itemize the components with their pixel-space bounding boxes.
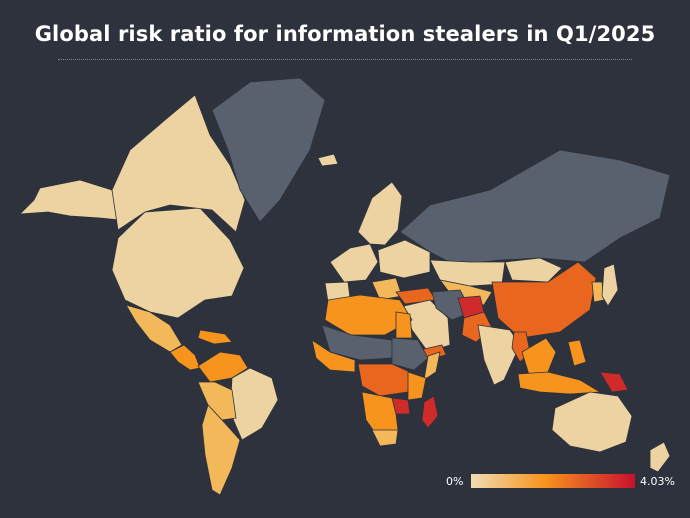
region-north-america bbox=[111, 207, 245, 319]
legend-color-scale bbox=[471, 474, 635, 488]
region-west-africa bbox=[311, 339, 356, 373]
region-argentina-chile bbox=[201, 404, 241, 496]
region-australia bbox=[551, 391, 633, 453]
region-new-zealand bbox=[649, 441, 671, 473]
region-egypt bbox=[395, 311, 413, 339]
region-caribbean bbox=[197, 329, 233, 345]
region-malaysia-indonesia bbox=[517, 371, 602, 395]
region-mongolia bbox=[504, 257, 563, 283]
region-madagascar bbox=[421, 395, 439, 429]
region-central-africa bbox=[357, 363, 411, 397]
region-east-africa bbox=[407, 371, 427, 401]
region-russia bbox=[399, 149, 671, 266]
map-title: Global risk ratio for information steale… bbox=[34, 22, 656, 46]
region-canadian-arctic bbox=[111, 94, 246, 233]
region-japan bbox=[601, 263, 619, 307]
legend-max-label: 4.03% bbox=[640, 475, 675, 488]
title-divider bbox=[58, 59, 632, 60]
region-south-africa bbox=[371, 429, 399, 447]
region-brazil bbox=[229, 367, 279, 441]
region-india bbox=[477, 324, 521, 386]
region-papua-new-guinea bbox=[599, 371, 629, 393]
region-sudan-ethiopia bbox=[391, 337, 429, 371]
region-china bbox=[491, 261, 597, 339]
region-scandinavia bbox=[357, 181, 403, 246]
region-eastern-europe bbox=[377, 239, 431, 279]
region-somalia bbox=[423, 351, 441, 381]
region-greenland bbox=[211, 77, 326, 223]
region-philippines bbox=[567, 339, 587, 367]
region-western-europe bbox=[329, 243, 379, 283]
region-mexico bbox=[125, 304, 183, 353]
region-iceland bbox=[317, 153, 339, 167]
regions-layer bbox=[18, 77, 671, 496]
legend-min-label: 0% bbox=[446, 475, 464, 488]
region-alaska bbox=[18, 179, 121, 221]
region-middle-east bbox=[403, 299, 451, 353]
